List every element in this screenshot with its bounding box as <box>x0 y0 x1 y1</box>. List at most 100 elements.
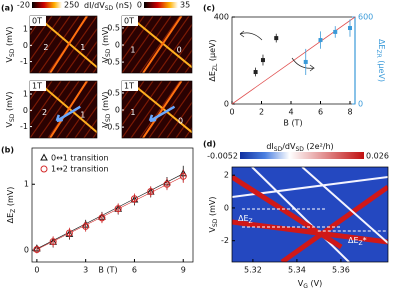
legend-label: 1↔2 transition <box>51 165 109 174</box>
x-tick-label: 5.34 <box>288 266 306 275</box>
colorbar-label-part: SD <box>105 5 114 12</box>
heatmap-stripe <box>175 114 192 138</box>
y-tick-label: -0.5 <box>104 58 120 67</box>
y-axis-label-part: SD <box>9 48 16 57</box>
heatmap-stripe <box>30 81 62 127</box>
legend-label: 0↔1 transition <box>51 154 109 163</box>
heatmap-stripe <box>56 16 97 73</box>
y-axis-label-part: ΔE <box>208 71 217 82</box>
colorbar-label: dISD/dVSD (2e²/h) <box>266 142 333 154</box>
colorbar <box>144 2 178 8</box>
plot-frame <box>31 147 194 263</box>
heatmap-stripe <box>122 16 163 73</box>
y-axis-label: VSD (mV) <box>5 92 17 128</box>
colorbar-label: dI/dVSD (nS) <box>84 1 132 13</box>
point <box>114 205 122 213</box>
annotation: ΔEZ* <box>348 236 367 248</box>
y-axis-label-part: V <box>5 121 14 127</box>
heatmap-line <box>128 81 192 134</box>
heatmap-stripe <box>30 16 62 62</box>
point <box>274 36 279 41</box>
y-tick-label: 0.5 <box>107 23 120 32</box>
colorbar-tick-label: 0.026 <box>366 152 389 161</box>
y-tick-label: 2 <box>224 171 229 180</box>
heatmap-stripe <box>139 81 181 138</box>
frame <box>121 15 193 74</box>
y-axis-label-part: (mV) <box>6 187 15 209</box>
heatmap-stripe <box>166 36 192 73</box>
point <box>130 195 138 203</box>
point <box>347 26 352 31</box>
heatmap-line <box>128 16 192 69</box>
heatmap-band <box>280 184 388 262</box>
heatmap-stripe <box>38 81 80 138</box>
region-label: 1 <box>80 43 85 52</box>
y2-tick-label: 600 <box>358 13 373 22</box>
x-tick-label: 8 <box>347 108 352 117</box>
x-tick-label: 3 <box>83 266 88 275</box>
arrow <box>291 57 315 72</box>
annotation-part: * <box>363 236 367 245</box>
x-axis-label-part: (V) <box>308 279 322 288</box>
fit-line <box>36 173 184 250</box>
y-tick-label: -2 <box>221 236 229 245</box>
colorbar-label-part: /dV <box>282 142 296 151</box>
heatmap-bg <box>232 167 388 262</box>
y-axis-label-part: (mV) <box>5 92 14 114</box>
region-label: 0 <box>177 46 182 55</box>
field-label: 1T <box>124 82 134 91</box>
heatmap-line <box>36 81 97 134</box>
point <box>179 172 187 180</box>
heatmap-band <box>232 219 388 245</box>
x-tick-label: 9 <box>181 266 186 275</box>
heatmap-line <box>142 81 183 138</box>
point <box>49 238 57 246</box>
colorbar-tick-label: 35 <box>180 1 190 10</box>
point <box>260 58 265 63</box>
y2-axis-label-part: (µeV) <box>378 58 387 82</box>
colorbar-label-part: SD <box>295 146 304 153</box>
y-axis-label: VSD (mV) <box>101 27 113 63</box>
y-axis-label: ΔEZ (mV) <box>6 187 18 224</box>
y-tick-label: 400 <box>214 13 229 22</box>
arrow <box>239 30 263 41</box>
heatmap-line <box>36 16 97 69</box>
field-box <box>30 16 46 26</box>
y-tick-label: 0 <box>224 203 229 212</box>
heatmap-band <box>232 174 343 250</box>
heatmap-stripe <box>65 92 97 138</box>
heatmap-line <box>49 81 88 138</box>
y2-axis-label: ΔEZR (µeV) <box>375 39 387 82</box>
y-axis-label: VSD (mV) <box>5 27 17 63</box>
y-axis-label-part: (mV) <box>101 27 110 49</box>
field-box <box>122 16 138 26</box>
region-label: 2 <box>42 108 47 117</box>
heatmap-stripe <box>157 88 192 138</box>
heatmap-stripe <box>203 81 243 138</box>
y-tick-label: 1 <box>23 25 28 34</box>
x-tick-label: 0 <box>34 266 39 275</box>
heatmap-stripe <box>30 16 71 73</box>
annotation-part: Z <box>249 218 253 225</box>
y2-axis-label-part: ΔE <box>378 39 387 50</box>
y-tick-label: -1 <box>20 122 28 131</box>
heatmap-stripe <box>122 81 154 127</box>
x-axis-label-part: G <box>303 283 308 290</box>
x-axis-label: B (T) <box>98 266 117 275</box>
heatmap-band <box>301 167 388 244</box>
heatmap-stripe <box>30 81 71 138</box>
field-label: 0T <box>32 17 42 26</box>
fit-line <box>36 176 184 250</box>
x-tick-label: 2 <box>259 108 264 117</box>
colorbar-tick-label: -20 <box>17 1 30 10</box>
heatmap-stripe <box>83 53 97 73</box>
point <box>147 187 155 195</box>
panel-label: (a) <box>1 4 14 13</box>
colorbar-tick-label: -0.0052 <box>207 152 238 161</box>
heatmap-stripe <box>65 27 97 73</box>
frame <box>29 15 98 74</box>
y-axis-label: ΔEZL (µeV) <box>208 39 220 81</box>
y-tick-label: -1 <box>20 57 28 66</box>
heatmap-stripe <box>122 81 163 138</box>
point <box>318 38 323 43</box>
